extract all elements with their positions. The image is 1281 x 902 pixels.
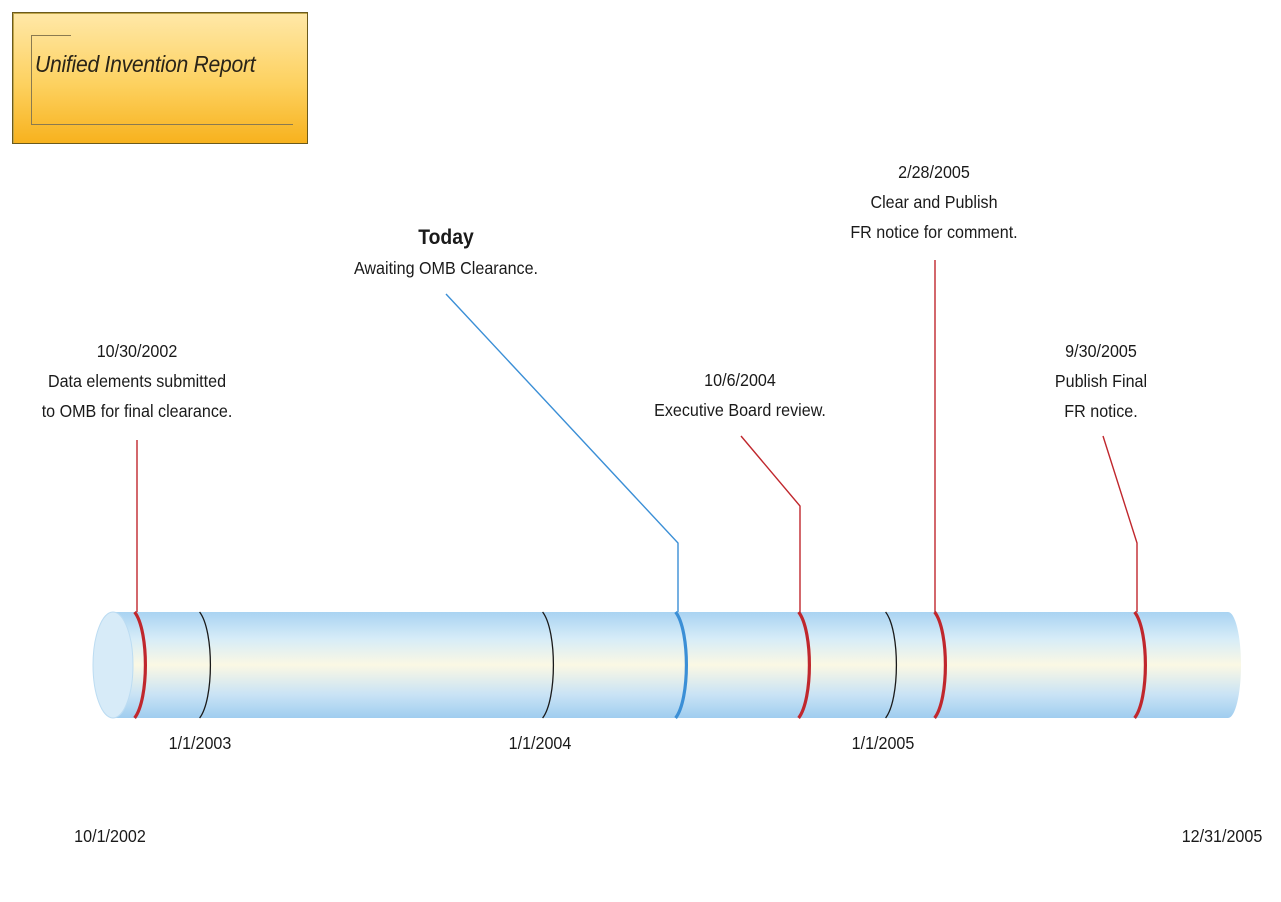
milestone-description: FR notice for comment.: [850, 217, 1017, 247]
year-marker-label: 1/1/2005: [852, 733, 915, 754]
milestone-description: Clear and Publish: [850, 187, 1017, 217]
milestone-description: Awaiting OMB Clearance.: [354, 253, 538, 283]
milestone-description: to OMB for final clearance.: [42, 396, 233, 426]
today-leader-line: [446, 294, 678, 612]
year-marker-label: 1/1/2003: [169, 733, 232, 754]
milestone-leader-line: [1103, 436, 1137, 612]
milestone-label: 10/6/2004 Executive Board review.: [654, 365, 826, 425]
milestone-leader-line: [741, 436, 800, 612]
milestone-label: 10/30/2002 Data elements submitted to OMB …: [42, 336, 233, 426]
milestone-description: Publish Final: [1055, 366, 1147, 396]
milestone-description: Data elements submitted: [42, 366, 233, 396]
milestone-label: 2/28/2005 Clear and Publish FR notice for …: [850, 157, 1017, 247]
milestone-description: Executive Board review.: [654, 395, 826, 425]
milestone-date: 2/28/2005: [850, 157, 1017, 187]
milestone-label: 9/30/2005 Publish Final FR notice.: [1055, 336, 1147, 426]
year-marker-label: 1/1/2004: [509, 733, 572, 754]
timeline-bar: [93, 612, 1241, 718]
milestone-date: 9/30/2005: [1055, 336, 1147, 366]
today-label: Today Awaiting OMB Clearance.: [354, 223, 538, 283]
timeline-start-label: 10/1/2002: [74, 826, 146, 847]
milestone-date: 10/30/2002: [42, 336, 233, 366]
timeline-end-label: 12/31/2005: [1182, 826, 1263, 847]
milestone-date: Today: [354, 223, 538, 253]
milestone-date: 10/6/2004: [654, 365, 826, 395]
milestone-description: FR notice.: [1055, 396, 1147, 426]
